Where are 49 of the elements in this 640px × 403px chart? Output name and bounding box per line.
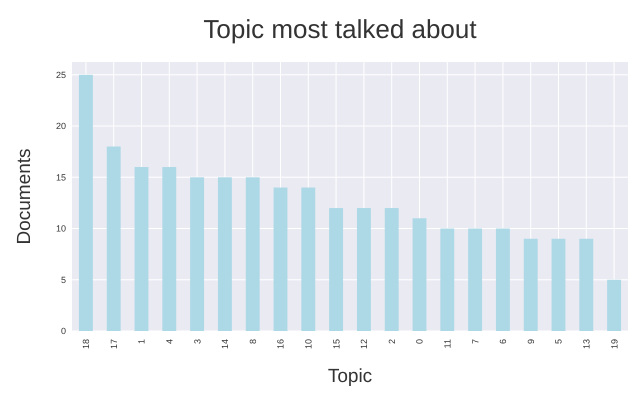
x-tick-label: 3: [192, 339, 202, 344]
bar: [162, 167, 176, 331]
bar: [468, 228, 482, 331]
x-tick-label: 17: [108, 339, 119, 350]
bar: [412, 218, 426, 331]
bar: [496, 228, 510, 331]
y-tick-label: 10: [56, 224, 66, 234]
x-tick-label: 8: [248, 339, 258, 344]
x-tick-label: 6: [498, 339, 508, 344]
x-tick-label: 19: [609, 339, 620, 350]
bar: [579, 238, 594, 331]
y-tick-label: 25: [56, 70, 66, 80]
x-tick-label: 13: [581, 339, 592, 350]
x-tick-label: 14: [220, 339, 230, 350]
x-tick-label: 15: [331, 339, 342, 350]
bar: [78, 74, 93, 331]
bar: [274, 188, 288, 331]
bar: [329, 208, 344, 331]
x-tick-label: 1: [136, 339, 147, 344]
x-tick-label: 7: [470, 339, 480, 344]
y-tick-label: 20: [56, 121, 66, 132]
x-tick-label: 0: [414, 339, 425, 344]
bar: [552, 238, 566, 331]
bar: [524, 238, 538, 331]
bar: [246, 177, 260, 331]
bar: [356, 208, 371, 331]
bar: [106, 146, 121, 331]
x-tick-label: 2: [386, 339, 397, 344]
y-tick-label: 5: [60, 274, 66, 285]
bar: [440, 228, 454, 331]
x-tick-label: 5: [554, 339, 564, 344]
bar: [218, 177, 232, 331]
x-tick-label: 12: [359, 339, 370, 350]
x-tick-label: 4: [164, 339, 174, 344]
chart-title: Topic most talked about: [203, 14, 478, 44]
bar: [190, 177, 204, 331]
x-tick-label: 16: [276, 339, 286, 350]
x-tick-label: 9: [526, 339, 536, 344]
y-axis-title: Documents: [14, 148, 35, 245]
bar: [384, 208, 399, 331]
x-axis-title: Topic: [328, 366, 372, 387]
y-tick-label: 15: [56, 172, 66, 182]
y-tick-label: 0: [60, 326, 66, 336]
x-tick-label: 11: [442, 339, 452, 348]
x-tick-label: 10: [303, 339, 314, 350]
bar: [607, 280, 622, 331]
bar: [134, 167, 148, 331]
x-tick-label: 18: [81, 339, 92, 350]
bar: [301, 188, 316, 331]
